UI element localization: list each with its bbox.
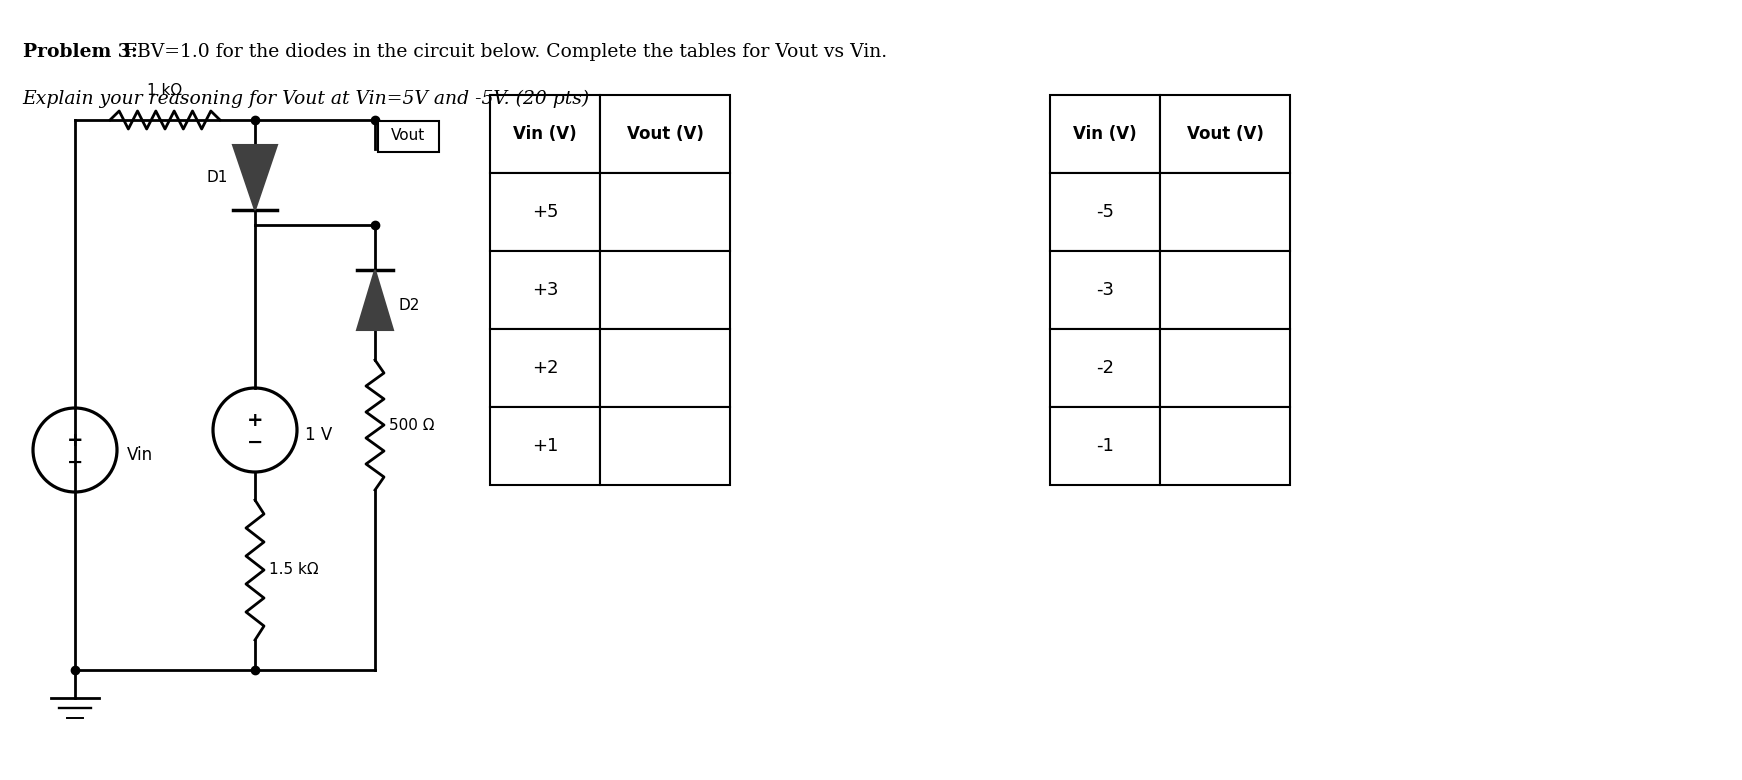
Text: Vout (V): Vout (V): [1186, 125, 1263, 143]
Polygon shape: [357, 270, 394, 330]
Text: 1 V: 1 V: [305, 426, 333, 444]
Bar: [1050, 173, 1160, 251]
Bar: [1160, 95, 1291, 173]
Text: -2: -2: [1096, 359, 1113, 377]
Bar: [1050, 407, 1160, 485]
Text: Vout: Vout: [390, 129, 425, 144]
Text: +3: +3: [531, 281, 557, 299]
Text: +: +: [66, 431, 84, 449]
Text: -5: -5: [1096, 203, 1113, 221]
Bar: [599, 407, 730, 485]
Text: 1 kΩ: 1 kΩ: [148, 83, 183, 98]
Bar: [599, 95, 730, 173]
Bar: [490, 173, 599, 251]
Text: Explain your reasoning for Vout at Vin=5V and -5V. (20 pts): Explain your reasoning for Vout at Vin=5…: [23, 90, 591, 108]
Bar: [490, 329, 599, 407]
Bar: [490, 95, 599, 173]
Bar: [1160, 251, 1291, 329]
Text: −: −: [247, 432, 263, 452]
Polygon shape: [233, 145, 277, 210]
Bar: [1050, 329, 1160, 407]
Text: -3: -3: [1096, 281, 1113, 299]
Text: Vin (V): Vin (V): [1073, 125, 1138, 143]
Text: Vin (V): Vin (V): [514, 125, 577, 143]
Text: −: −: [66, 452, 84, 471]
Bar: [599, 251, 730, 329]
Bar: [1160, 329, 1291, 407]
Text: +2: +2: [531, 359, 557, 377]
Text: Vout (V): Vout (V): [627, 125, 704, 143]
Bar: [1050, 251, 1160, 329]
Text: 500 Ω: 500 Ω: [388, 417, 434, 432]
Text: Vin: Vin: [127, 446, 153, 464]
Bar: [490, 251, 599, 329]
Text: 1.5 kΩ: 1.5 kΩ: [268, 562, 319, 577]
Text: D2: D2: [397, 297, 420, 313]
Bar: [599, 173, 730, 251]
FancyBboxPatch shape: [378, 120, 439, 151]
Text: Problem 3:: Problem 3:: [23, 43, 138, 61]
Bar: [1160, 407, 1291, 485]
Text: -1: -1: [1096, 437, 1113, 455]
Text: +5: +5: [531, 203, 557, 221]
Bar: [1050, 95, 1160, 173]
Bar: [1160, 173, 1291, 251]
Text: +1: +1: [531, 437, 557, 455]
Bar: [599, 329, 730, 407]
Bar: [490, 407, 599, 485]
Text: D1: D1: [207, 169, 228, 185]
Text: +: +: [247, 410, 263, 430]
Text: FBV=1.0 for the diodes in the circuit below. Complete the tables for Vout vs Vin: FBV=1.0 for the diodes in the circuit be…: [118, 43, 888, 61]
